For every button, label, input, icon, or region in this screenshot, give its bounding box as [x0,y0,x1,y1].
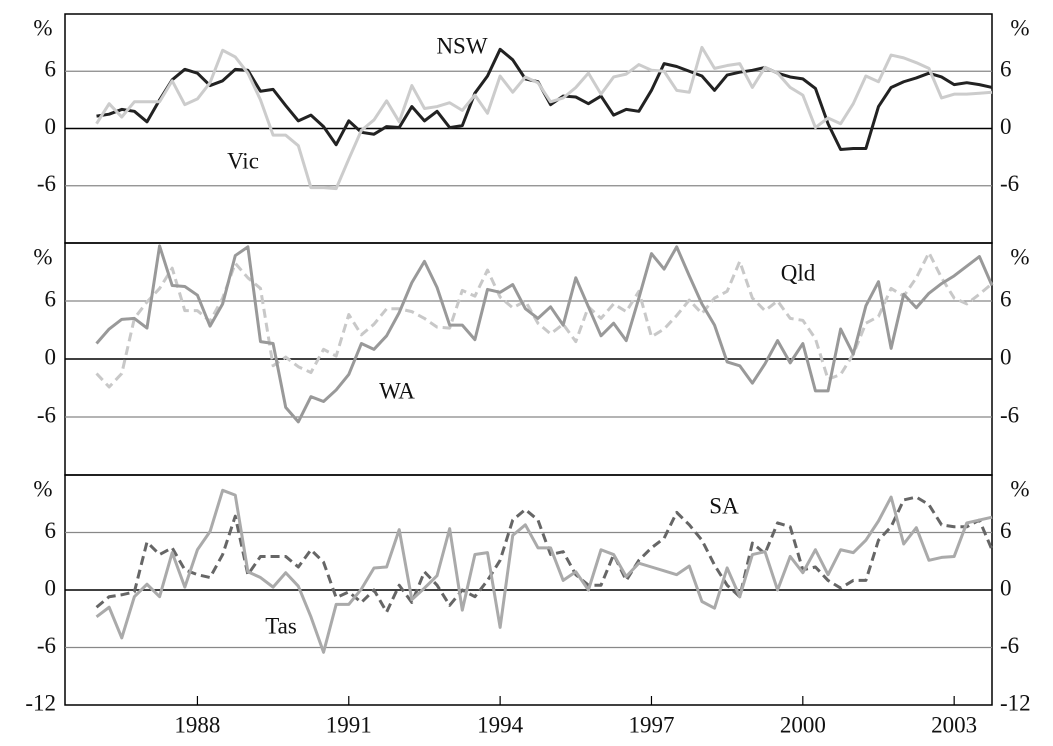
y-tick-label-right: 0 [1000,114,1012,139]
y-tick-label-right: 6 [1000,286,1012,311]
y-tick-label: -6 [37,402,56,427]
y-tick-label-right: 0 [1000,344,1012,369]
y-tick-label: 0 [45,114,57,139]
y-tick-label-right: -6 [1000,171,1019,196]
y-tick-label: 0 [45,344,57,369]
series-label: WA [379,378,415,403]
y-axis-label: % [33,476,52,501]
y-tick-label: 0 [45,575,57,600]
y-tick-label: -12 [25,690,56,715]
y-axis-label-right: % [1010,476,1029,501]
y-tick-label: -6 [37,171,56,196]
y-axis-label: % [33,244,52,269]
series-line [95,488,993,654]
y-tick-label: -6 [37,633,56,658]
x-tick-label: 1988 [174,712,220,737]
y-tick-label-right: -6 [1000,633,1019,658]
series-label: Qld [781,260,816,285]
y-tick-label: 6 [45,286,57,311]
y-tick-label-right: 6 [1000,518,1012,543]
y-tick-label: 6 [45,518,57,543]
y-tick-label: 6 [45,57,57,82]
series-label: SA [709,493,739,518]
y-axis-label-right: % [1010,15,1029,40]
x-tick-label: 1997 [628,712,674,737]
series-label: Tas [265,613,297,638]
x-tick-label: 2003 [931,712,977,737]
series-line [95,495,994,614]
series-label: NSW [436,33,487,58]
x-tick-label: 1994 [477,712,524,737]
series-line [95,251,993,389]
y-axis-label-right: % [1010,244,1029,269]
y-axis-label: % [33,15,52,40]
series-line [95,45,993,191]
y-tick-label-right: 6 [1000,57,1012,82]
series-label: Vic [227,148,259,173]
x-tick-label: 2000 [780,712,826,737]
y-tick-label-right: 0 [1000,575,1012,600]
y-tick-label-right: -12 [1000,690,1031,715]
series-line [95,244,994,424]
x-tick-label: 1991 [326,712,372,737]
y-tick-label-right: -6 [1000,402,1019,427]
